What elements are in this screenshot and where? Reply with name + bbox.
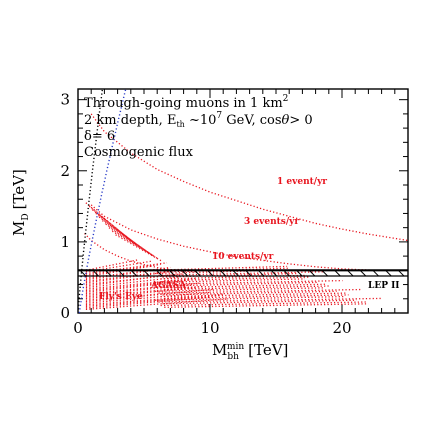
agasa-shading <box>164 294 349 300</box>
annotation-line-1: Through-going muons in 1 km2 <box>84 94 288 111</box>
annotation-line-4: Cosmogenic flux <box>84 145 194 160</box>
upper-shading <box>111 230 159 260</box>
x-axis-label: Mbhmin [TeV] <box>212 341 288 362</box>
flys-eye-label: Fly's Eye <box>99 292 143 302</box>
series-line <box>90 204 376 271</box>
agasa-shading <box>160 301 367 307</box>
flys-eye-shading <box>85 259 139 271</box>
tick-labels: 0 10 20 0 1 2 3 <box>60 91 351 337</box>
kinematic-boundary <box>78 89 127 313</box>
flys-eye-shading <box>85 298 229 311</box>
flys-eye-shading <box>85 280 183 293</box>
flys-eye-shading <box>85 279 190 292</box>
agasa-shading <box>164 303 369 308</box>
plot-frame <box>77 88 409 314</box>
agasa-shading <box>158 288 363 294</box>
upper-shading <box>102 220 149 254</box>
plot-area <box>78 89 408 313</box>
agasa-shading <box>160 292 347 298</box>
lep-limit-band <box>78 269 408 277</box>
series-line <box>84 232 197 273</box>
agasa-shading <box>155 278 305 284</box>
upper-shading <box>95 212 143 249</box>
flys-eye-shading <box>85 277 197 290</box>
flys-eye-shading <box>85 288 213 301</box>
series-label-3-events: 3 events/yr <box>244 217 299 227</box>
flys-eye-shading <box>85 291 210 304</box>
flys-eye-shading <box>85 296 212 309</box>
lep-ii-label: LEP II <box>368 281 400 291</box>
event-rate-curves <box>84 113 408 273</box>
upper-shading <box>105 223 153 256</box>
lep-hatch <box>78 270 408 277</box>
x-tick-label: 20 <box>332 319 351 337</box>
agasa-shading <box>160 283 327 289</box>
series-label-1-event: 1 event/yr <box>277 177 327 187</box>
x-tick-label: 10 <box>200 319 219 337</box>
agasa-shading <box>155 287 325 292</box>
y-tick-label: 2 <box>60 162 70 180</box>
y-axis-label: MD[TeV] <box>10 169 31 236</box>
flys-eye-shading <box>85 285 204 298</box>
annotation-block: Through-going muons in 1 km2 2 km depth,… <box>84 94 313 160</box>
agasa-shading <box>164 285 329 291</box>
upper-shading <box>108 227 156 258</box>
agasa-shading <box>155 295 345 301</box>
annotation-line-3: δ= 6 <box>84 129 115 144</box>
upper-shading <box>115 234 163 262</box>
y-tick-label: 0 <box>60 304 70 322</box>
agasa-label: AGASA <box>150 281 187 291</box>
y-tick-label: 1 <box>60 233 70 251</box>
series-label-10-events: 10 events/yr <box>212 252 274 262</box>
flys-eye-shading <box>85 287 197 300</box>
agasa-shading <box>160 274 307 280</box>
flys-eye-shading <box>85 284 192 297</box>
boundary-line-black <box>78 89 104 313</box>
y-tick-label: 3 <box>60 91 70 109</box>
annotation-line-2: 2 km depth, Eth ~107 GeV, cosθ> 0 <box>84 111 313 129</box>
agasa-shading <box>158 279 343 285</box>
x-tick-label: 0 <box>73 319 83 337</box>
agasa-shading <box>164 276 309 282</box>
